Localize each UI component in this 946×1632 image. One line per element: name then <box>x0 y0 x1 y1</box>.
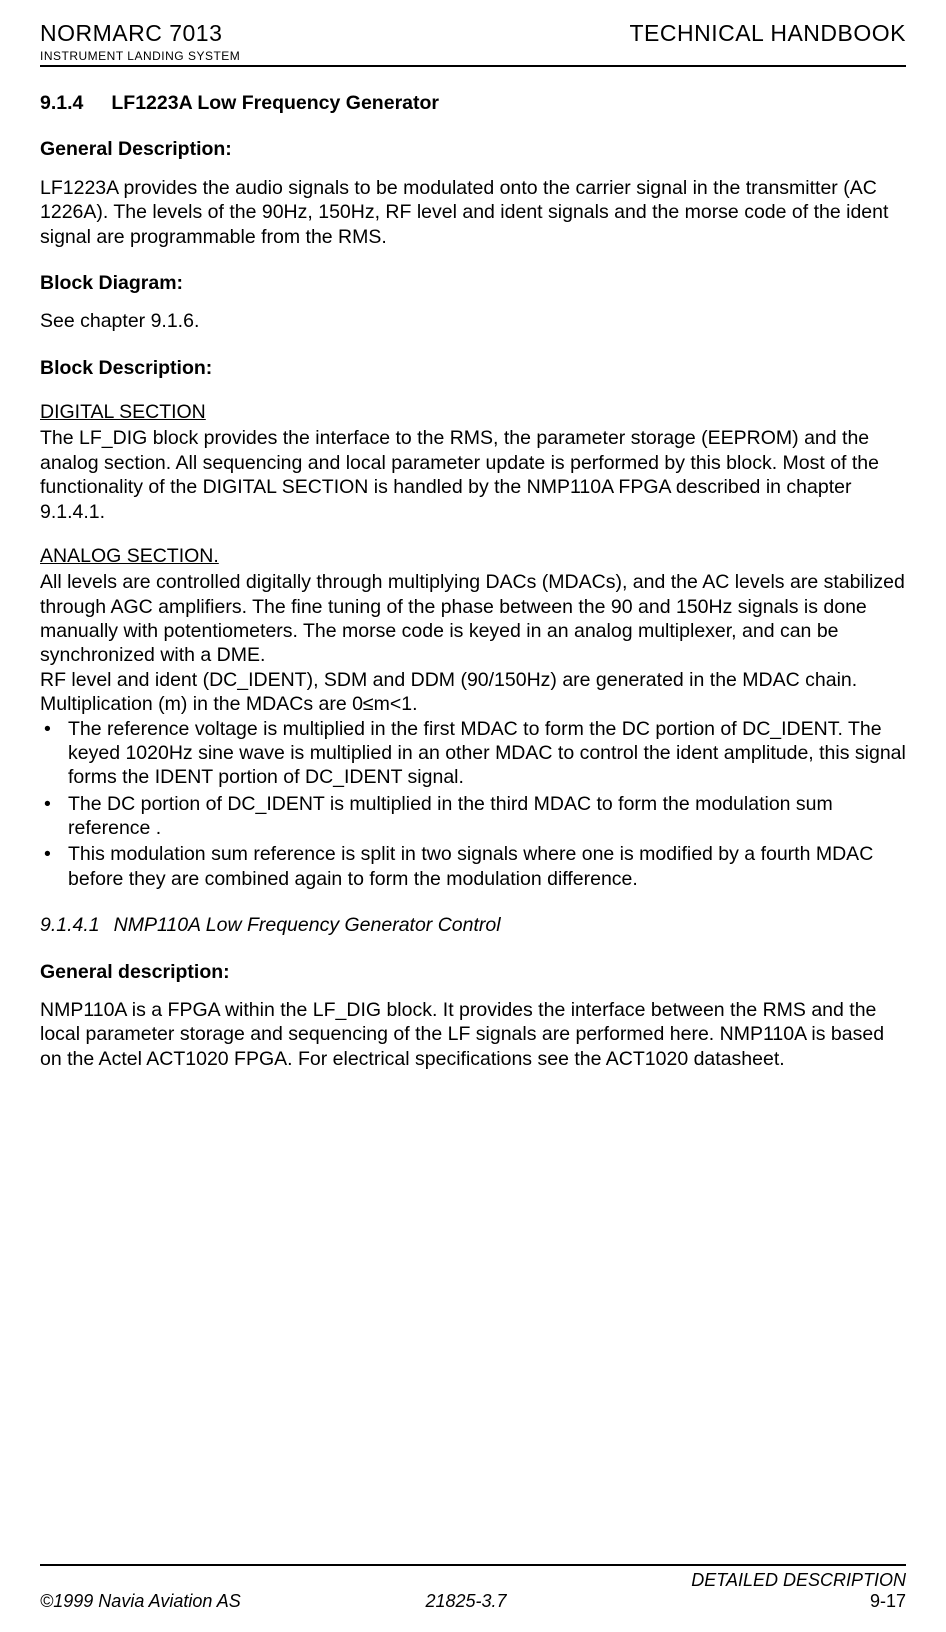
section-number: 9.1.4 <box>40 91 83 115</box>
footer-copyright: ©1999 Navia Aviation AS <box>40 1591 241 1612</box>
general-description-heading: General Description: <box>40 137 906 161</box>
section-heading: 9.1.4 LF1223A Low Frequency Generator <box>40 91 906 115</box>
analog-section-heading: ANALOG SECTION. <box>40 544 906 568</box>
footer-page-number: 9-17 <box>870 1591 906 1612</box>
block-description-heading: Block Description: <box>40 356 906 380</box>
list-item: The DC portion of DC_IDENT is multiplied… <box>40 792 906 841</box>
footer-right: DETAILED DESCRIPTION 9-17 <box>691 1570 906 1612</box>
digital-section-text: The LF_DIG block provides the interface … <box>40 426 906 524</box>
doc-type: TECHNICAL HANDBOOK <box>629 20 906 47</box>
product-name: NORMARC 7013 <box>40 20 240 47</box>
section-title: LF1223A Low Frequency Generator <box>111 92 439 114</box>
list-item: This modulation sum reference is split i… <box>40 842 906 891</box>
footer-doc-number: 21825-3.7 <box>425 1591 506 1612</box>
analog-section-para2: RF level and ident (DC_IDENT), SDM and D… <box>40 668 906 717</box>
general-description2-text: NMP110A is a FPGA within the LF_DIG bloc… <box>40 998 906 1071</box>
header-left: NORMARC 7013 INSTRUMENT LANDING SYSTEM <box>40 20 240 63</box>
product-subtitle: INSTRUMENT LANDING SYSTEM <box>40 49 240 63</box>
page-footer: ©1999 Navia Aviation AS 21825-3.7 DETAIL… <box>40 1564 906 1612</box>
page-header: NORMARC 7013 INSTRUMENT LANDING SYSTEM T… <box>40 20 906 67</box>
footer-section-name: DETAILED DESCRIPTION <box>691 1570 906 1591</box>
page-content: 9.1.4 LF1223A Low Frequency Generator Gen… <box>40 91 906 1071</box>
analog-section-para1: All levels are controlled digitally thro… <box>40 570 906 668</box>
subsection-heading: 9.1.4.1 NMP110A Low Frequency Generator C… <box>40 913 906 937</box>
general-description-text: LF1223A provides the audio signals to be… <box>40 176 906 249</box>
subsection-title-text: NMP110A Low Frequency Generator Control <box>114 914 501 936</box>
list-item: The reference voltage is multiplied in t… <box>40 717 906 790</box>
subsection-number: 9.1.4.1 <box>40 913 100 937</box>
block-diagram-heading: Block Diagram: <box>40 271 906 295</box>
digital-section-heading: DIGITAL SECTION <box>40 400 906 424</box>
analog-bullet-list: The reference voltage is multiplied in t… <box>40 717 906 892</box>
block-diagram-text: See chapter 9.1.6. <box>40 309 906 333</box>
general-description2-heading: General description: <box>40 960 906 984</box>
